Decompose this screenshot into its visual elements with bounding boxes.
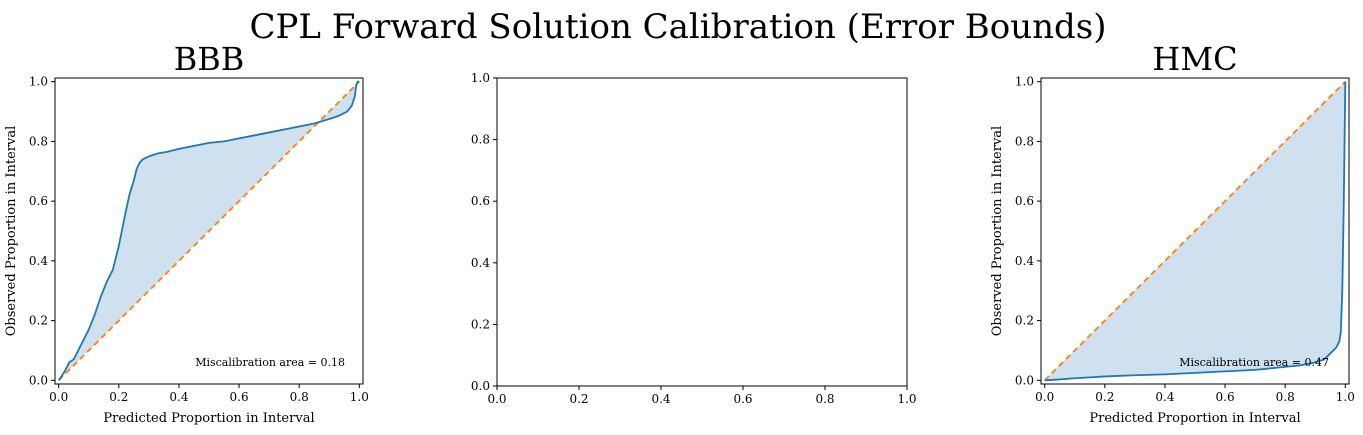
y-axis-label: Observed Proportion in Interval (4, 126, 19, 336)
x-tick-label: 1.0 (897, 392, 916, 406)
x-tick-label: 0.4 (1155, 390, 1174, 404)
y-tick-label: 1.0 (1015, 75, 1034, 89)
x-tick-label: 0.0 (1035, 390, 1054, 404)
axes-frame (496, 77, 908, 387)
ideal-calibration-line (58, 81, 360, 381)
calibration-curve (1044, 81, 1347, 382)
y-tick-label: 0.6 (471, 194, 490, 208)
y-tick-label: 0.4 (1015, 254, 1034, 268)
x-tick-label: 0.6 (1216, 390, 1235, 404)
calibration-curve (57, 80, 360, 381)
x-tick-label: 0.6 (230, 390, 249, 404)
x-axis-label: Predicted Proportion in Interval (1089, 411, 1300, 426)
x-tick-label: 0.4 (169, 390, 188, 404)
x-tick-label: 0.0 (49, 390, 68, 404)
y-tick-label: 0.4 (471, 256, 490, 270)
y-tick-label: 0.2 (1015, 314, 1034, 328)
panel-title: BBB (174, 40, 245, 78)
x-axis-label: Predicted Proportion in Interval (103, 411, 314, 426)
x-tick-label: 0.8 (1276, 390, 1295, 404)
panel-title: HMC (1152, 40, 1237, 78)
x-tick-label: 0.4 (651, 392, 670, 406)
ideal-calibration-line (1044, 81, 1346, 381)
y-tick-label: 0.8 (1015, 134, 1034, 148)
axes-frame (54, 77, 364, 385)
y-tick-label: 1.0 (29, 75, 48, 89)
y-tick-label: 0.0 (471, 379, 490, 393)
miscalibration-annotation: Miscalibration area = 0.47 (1179, 356, 1329, 369)
y-tick-label: 0.2 (471, 317, 490, 331)
y-tick-label: 0.8 (29, 134, 48, 148)
chart-panel-2: 0.0 0.2 0.4 0.6 0.8 1.0 0.0 0.2 0.4 0.6 0.8 1.0 (471, 71, 917, 406)
y-tick-label: 1.0 (471, 71, 490, 85)
y-tick-label: 0.4 (29, 254, 48, 268)
y-tick-label: 0.2 (29, 314, 48, 328)
x-tick-label: 0.6 (733, 392, 752, 406)
x-tick-label: 1.0 (1336, 390, 1355, 404)
x-tick-label: 0.2 (569, 392, 588, 406)
x-tick-label: 0.2 (109, 390, 128, 404)
x-tick-label: 0.2 (1095, 390, 1114, 404)
figure-title: CPL Forward Solution Calibration (Error … (249, 7, 1106, 47)
x-tick-label: 0.0 (487, 392, 506, 406)
y-axis-label: Observed Proportion in Interval (990, 126, 1005, 336)
y-tick-label: 0.6 (1015, 194, 1034, 208)
chart-panel-1: 0.0 0.2 0.4 0.6 0.8 1.0 0.0 0.2 0.4 0.6 0.8 1.0 BBB P… (4, 40, 369, 426)
y-tick-label: 0.0 (29, 373, 48, 387)
miscalibration-annotation: Miscalibration area = 0.18 (195, 356, 345, 369)
y-tick-label: 0.6 (29, 194, 48, 208)
y-tick-label: 0.8 (471, 133, 490, 147)
chart-panel-3: 0.0 0.2 0.4 0.6 0.8 1.0 0.0 0.2 0.4 0.6 0.8 1.0 HMC P… (990, 40, 1355, 426)
x-tick-label: 0.8 (290, 390, 309, 404)
axes-frame (1040, 77, 1350, 385)
y-tick-label: 0.0 (1015, 373, 1034, 387)
x-tick-label: 0.8 (815, 392, 834, 406)
x-tick-label: 1.0 (350, 390, 369, 404)
